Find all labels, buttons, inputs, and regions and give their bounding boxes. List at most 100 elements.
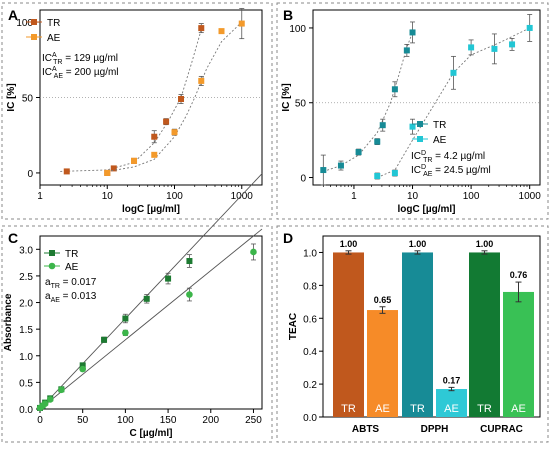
y-tick-label: 0.6 (303, 314, 317, 325)
panel-frame-a (1, 2, 273, 220)
data-point (186, 258, 193, 265)
annotation: ICA TR = 129 µg/ml (42, 52, 118, 66)
legend-marker (48, 262, 56, 270)
group-label-abts: ABTS (352, 424, 380, 435)
data-point (58, 386, 65, 394)
panel-letter-b: B (283, 7, 293, 23)
data-point (337, 162, 344, 169)
data-point (122, 329, 129, 337)
y-axis-label: IC [%] (281, 83, 292, 111)
data-point (122, 315, 129, 322)
data-point (409, 123, 416, 130)
bar-inner-label: AE (444, 403, 459, 415)
x-axis-label: logC [µg/ml] (122, 204, 180, 215)
data-point (509, 41, 516, 48)
data-point (163, 118, 170, 125)
panel-letter-c: C (8, 230, 18, 246)
bar-value-label: 1.00 (409, 239, 427, 249)
data-point (374, 173, 381, 180)
legend: TR AE (26, 18, 61, 44)
y-axis-label: Absorbance (3, 293, 14, 351)
fit-curve (107, 21, 243, 172)
fit-curve (377, 27, 530, 178)
y-tick-label: 0.4 (303, 347, 317, 358)
y-tick-label: 0.2 (303, 380, 317, 391)
y-tick-label: 2.0 (19, 299, 33, 310)
x-tick-label: 150 (160, 415, 177, 426)
x-axis-label: C [µg/ml] (130, 428, 173, 439)
data-point (374, 138, 381, 145)
x-tick-label: 100 (117, 415, 134, 426)
y-tick-label: 3.0 (19, 245, 33, 256)
panel-letter-d: D (283, 230, 293, 246)
series-ae (374, 14, 533, 180)
bar-inner-label: AE (375, 403, 390, 415)
data-point (218, 28, 225, 35)
bar-value-label: 1.00 (476, 239, 494, 249)
bar-dpph-tr (402, 252, 433, 417)
x-axis-label: logC [µg/ml] (398, 204, 456, 215)
data-point (526, 24, 533, 31)
panel-frames (1, 2, 549, 443)
data-point (403, 47, 410, 54)
data-point (320, 167, 327, 174)
y-tick-label: 100 (16, 18, 33, 29)
panel-frame-b (276, 2, 549, 220)
series-tr (320, 21, 416, 186)
bar-value-label: 0.65 (374, 295, 392, 305)
y-tick-label: 50 (295, 99, 307, 110)
x-tick-label: 10 (407, 191, 419, 202)
bar-value-label: 1.00 (340, 239, 358, 249)
data-point (143, 295, 150, 302)
legend: TR AE (44, 249, 79, 273)
data-point (391, 86, 398, 93)
legend-marker (49, 250, 55, 256)
panel-frame-c (1, 225, 273, 443)
x-tick-label: 50 (77, 415, 89, 426)
x-tick-label: 100 (463, 191, 480, 202)
bar-inner-label: TR (341, 403, 356, 415)
annotation: ICD AE = 24.5 µg/ml (411, 164, 491, 178)
panel-frame-d (276, 225, 549, 443)
plot-b: 1 10 100 1000 0 50 100 logC [µg/ml] IC [%] TR AE IC… (281, 9, 542, 215)
plot-d: 0.0 0.2 0.4 0.6 0.8 1.0 TEAC 1.00 TR 0.65 AE ABTS 1.… (288, 235, 541, 435)
data-point (41, 400, 49, 407)
data-point (468, 44, 475, 51)
data-point (79, 365, 86, 373)
x-tick-label: 0 (37, 415, 43, 426)
x-tick-label: 1000 (519, 191, 542, 202)
data-point (101, 336, 108, 343)
bar-inner-label: TR (410, 403, 425, 415)
annotation: aTR = 0.017 (45, 277, 97, 290)
y-tick-label: 1.0 (303, 248, 317, 259)
plot-c: 0 50 100 150 200 250 0.0 0.5 1.0 1.5 2.0 2.5 3.0 C [µ… (3, 173, 263, 439)
y-tick-label: 0 (27, 169, 33, 180)
legend-label: AE (47, 33, 61, 44)
data-point (110, 165, 117, 172)
bar-value-label: 0.76 (510, 270, 528, 280)
legend-label: TR (65, 249, 78, 260)
y-tick-label: 0.0 (19, 405, 33, 416)
data-point (63, 168, 70, 175)
panel-letter-a: A (8, 7, 18, 23)
x-tick-label: 250 (245, 415, 262, 426)
data-point (104, 169, 111, 176)
legend-label: AE (433, 135, 447, 146)
group-label-cuprac: CUPRAC (480, 424, 523, 435)
data-point (409, 29, 416, 36)
plot-area-frame (312, 9, 541, 186)
y-tick-label: 1.0 (19, 352, 33, 363)
data-point (178, 96, 185, 103)
x-tick-label: 100 (166, 191, 183, 202)
data-point (250, 248, 257, 256)
y-tick-label: 0.5 (19, 378, 33, 389)
legend-marker (417, 121, 423, 127)
panel-letters: A B C D (8, 7, 293, 246)
bar-cuprac-tr (469, 252, 500, 417)
data-point (198, 77, 205, 84)
bar-value-label: 0.17 (443, 375, 461, 385)
x-tick-label: 10 (102, 191, 114, 202)
data-point (391, 170, 398, 177)
